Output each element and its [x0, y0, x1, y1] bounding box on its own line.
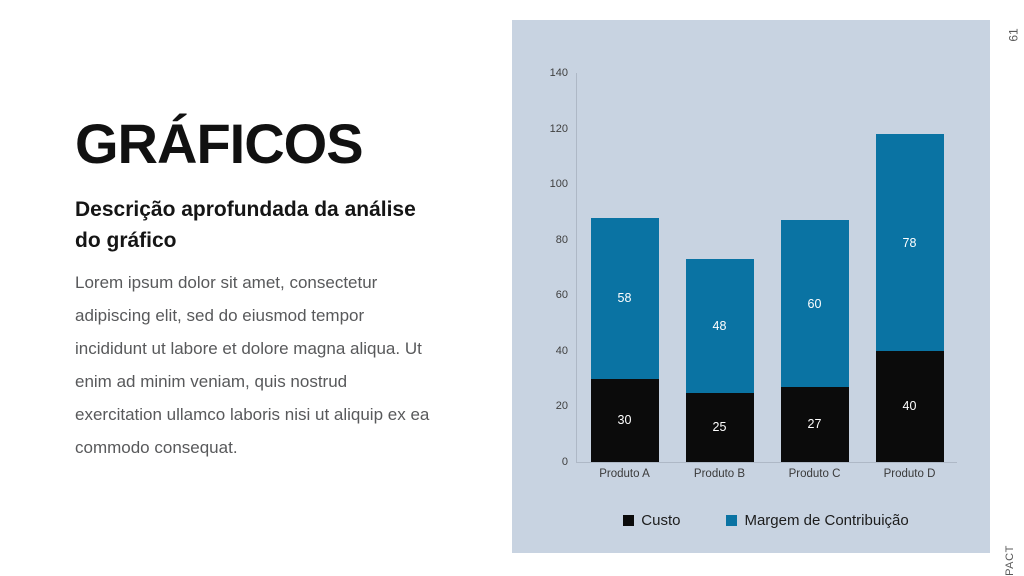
slide-body-text: Lorem ipsum dolor sit amet, consectetur …: [75, 273, 430, 457]
bar-segment-custo: 27: [780, 386, 849, 462]
bar-value-label: 60: [807, 296, 822, 311]
legend-item: Margem de Contribuição: [726, 512, 909, 529]
y-tick-label: 20: [555, 400, 568, 413]
bars-area: 30 58 Produto A 25 48 Produto B 27 60 Produto C 4…: [577, 73, 957, 480]
bar-value-label: 40: [902, 399, 917, 414]
bar-segment-margem-de-contribui-o: 58: [590, 217, 659, 379]
text-column: GRÁFICOS Descrição aprofundada da anális…: [75, 116, 475, 464]
y-tick-label: 80: [555, 233, 568, 246]
y-tick-label: 140: [549, 67, 568, 79]
bar-value-label: 30: [617, 413, 632, 428]
legend-item: Custo: [623, 512, 680, 529]
legend-label: Custo: [641, 512, 681, 529]
bar-value-label: 58: [617, 291, 632, 306]
chart-legend: Custo Margem de Contribuição: [542, 512, 990, 529]
y-tick-label: 40: [555, 344, 568, 357]
bar-segment-custo: 30: [590, 378, 659, 462]
bar-value-label: 78: [902, 235, 917, 250]
slide-subtitle: Descrição aprofundada da análise do gráf…: [75, 198, 416, 252]
bar-group: 25 48 Produto B: [672, 73, 767, 480]
legend-swatch-icon: [726, 515, 738, 526]
bar-group: 30 58 Produto A: [577, 73, 672, 480]
legend-swatch-icon: [623, 515, 635, 526]
y-tick-label: 100: [549, 178, 568, 191]
bar-stack: 27 60: [780, 220, 849, 462]
category-label: Produto B: [693, 468, 746, 480]
page-title: GRÁFICOS: [75, 112, 364, 175]
bar-segment-custo: 25: [685, 392, 754, 462]
bar-value-label: 48: [712, 318, 727, 333]
bar-group: 27 60 Produto C: [767, 73, 862, 480]
stacked-bar-chart: 0 20 40 60 80 100 120 140 30 58 Produto A 25 48 Prod…: [512, 20, 990, 553]
y-tick-label: 60: [555, 289, 568, 302]
y-tick-label: 120: [549, 122, 568, 135]
category-label: Produto A: [599, 468, 650, 480]
presentation-footer-vertical: APRESENTAÇÃO COMERCIAL IMPACT: [1004, 545, 1016, 576]
bar-value-label: 27: [807, 417, 822, 432]
x-axis-line: [576, 462, 957, 463]
category-label: Produto D: [883, 468, 936, 480]
bar-segment-margem-de-contribui-o: 60: [780, 220, 849, 387]
legend-label: Margem de Contribuição: [744, 512, 909, 529]
page-number: 61: [1006, 28, 1021, 42]
y-tick-label: 0: [561, 456, 568, 468]
bar-stack: 30 58: [590, 217, 659, 462]
category-label: Produto C: [788, 468, 841, 480]
bar-segment-margem-de-contribui-o: 48: [685, 259, 754, 393]
bar-value-label: 25: [712, 420, 727, 435]
chart-panel: 0 20 40 60 80 100 120 140 30 58 Produto A 25 48 Prod…: [512, 20, 990, 553]
bar-segment-margem-de-contribui-o: 78: [875, 134, 944, 351]
bar-stack: 25 48: [685, 259, 754, 462]
y-axis-line: [576, 73, 577, 462]
bar-stack: 40 78: [875, 134, 944, 462]
bar-segment-custo: 40: [875, 350, 944, 462]
bar-group: 40 78 Produto D: [862, 73, 957, 480]
